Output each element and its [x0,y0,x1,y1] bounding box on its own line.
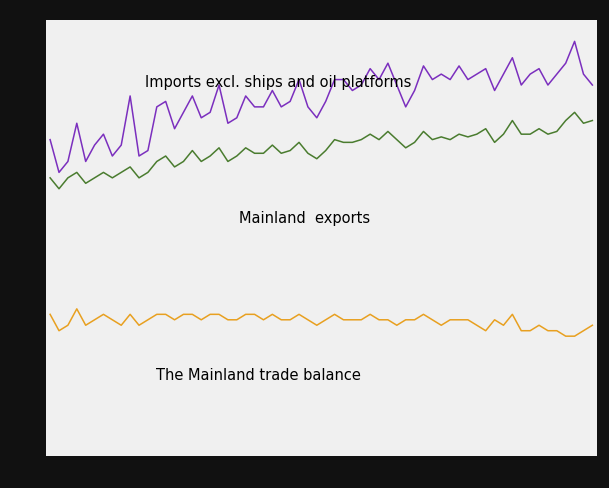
Text: Mainland  exports: Mainland exports [239,211,370,225]
Text: Imports excl. ships and oil platforms: Imports excl. ships and oil platforms [145,75,411,90]
Text: The Mainland trade balance: The Mainland trade balance [156,368,361,383]
